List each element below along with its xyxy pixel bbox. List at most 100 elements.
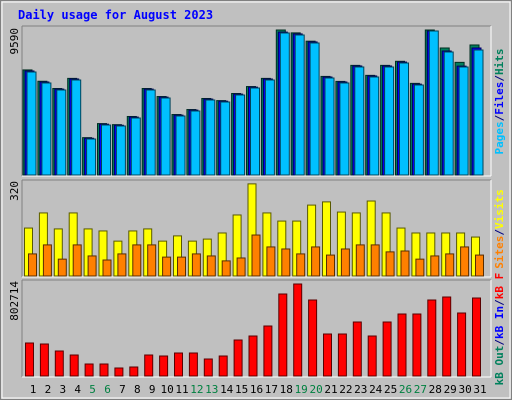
legend-entry: Pages: [493, 121, 506, 154]
bar: [130, 117, 141, 176]
bar: [72, 244, 82, 277]
bar: [413, 84, 424, 176]
bar: [99, 363, 109, 377]
bar: [129, 366, 139, 377]
bar: [352, 321, 362, 377]
legend-entry: Files: [493, 82, 506, 115]
bar: [117, 253, 127, 277]
bar: [114, 367, 124, 377]
y-tick-label: 9590: [8, 28, 21, 55]
x-tick-label: 20: [309, 383, 322, 396]
bar: [69, 354, 79, 377]
bar: [311, 246, 321, 277]
x-tick-label: 29: [444, 383, 457, 396]
bar: [326, 254, 335, 277]
x-tick-label: 23: [354, 383, 367, 396]
bar: [233, 339, 243, 377]
bar: [188, 352, 198, 377]
bar: [206, 255, 216, 277]
bar: [397, 313, 407, 377]
x-tick-label: 31: [473, 383, 486, 396]
x-tick-label: 25: [384, 383, 397, 396]
legend-separator: /: [493, 114, 506, 121]
bar: [399, 62, 409, 176]
bar: [382, 321, 392, 377]
bar: [308, 299, 318, 377]
bar: [472, 297, 481, 377]
bar: [445, 253, 455, 277]
bar: [144, 354, 154, 377]
bar: [236, 257, 246, 277]
bar: [279, 32, 290, 176]
bar: [281, 248, 291, 277]
bar: [385, 251, 395, 277]
bar: [25, 342, 34, 377]
legend: Pages/Files/Hits: [493, 49, 506, 155]
bar: [147, 244, 157, 277]
bar: [296, 253, 306, 277]
bar: [162, 256, 172, 277]
bar: [87, 255, 97, 277]
bar: [174, 352, 183, 377]
bar: [132, 244, 142, 277]
legend-separator: /: [493, 75, 506, 82]
bar: [384, 66, 395, 176]
x-tick-label: 22: [339, 383, 352, 396]
bar: [177, 256, 186, 277]
legend-entry: kB In: [493, 306, 506, 339]
x-tick-label: 11: [175, 383, 188, 396]
bar: [42, 244, 52, 277]
bar: [457, 312, 467, 377]
x-tick-label: 16: [250, 383, 263, 396]
bar: [400, 250, 410, 277]
bar: [475, 254, 484, 277]
x-tick-label: 1: [30, 383, 37, 396]
legend-entry: Visits: [493, 189, 506, 229]
bar: [145, 89, 156, 176]
legend: Sites/Visits: [493, 189, 506, 269]
bar: [102, 259, 112, 277]
legend-entry: kB Out: [493, 346, 506, 386]
bar: [220, 101, 231, 176]
legend-separator: /: [493, 339, 506, 346]
bar: [264, 79, 275, 176]
bar: [221, 260, 231, 277]
x-tick-label: 9: [149, 383, 156, 396]
bar: [54, 350, 64, 377]
x-tick-label: 10: [160, 383, 173, 396]
bar: [428, 30, 439, 176]
x-tick-label: 5: [89, 383, 96, 396]
y-tick-label: 320: [8, 181, 21, 201]
bar: [235, 94, 246, 176]
bar: [367, 335, 377, 377]
bar: [340, 248, 350, 277]
bar: [415, 258, 425, 277]
bar: [205, 99, 216, 176]
x-tick-label: 4: [74, 383, 81, 396]
bar: [460, 246, 470, 277]
bar: [337, 333, 347, 377]
legend-entry: Hits: [493, 49, 506, 76]
bar: [86, 138, 97, 176]
x-tick-label: 14: [220, 383, 234, 396]
x-tick-label: 28: [429, 383, 442, 396]
bar: [369, 76, 380, 176]
x-tick-label: 19: [295, 383, 308, 396]
bar: [218, 355, 228, 377]
chart-title: Daily usage for August 2023: [18, 8, 213, 22]
bar: [412, 313, 422, 377]
bar: [251, 234, 261, 277]
bar: [101, 124, 111, 176]
x-tick-label: 3: [59, 383, 66, 396]
bar: [160, 97, 171, 176]
bar: [57, 258, 67, 277]
bar: [293, 283, 303, 377]
legend: kB Out/kB In/kB F: [493, 273, 506, 386]
x-tick-label: 15: [235, 383, 248, 396]
bar: [248, 335, 258, 377]
bar: [26, 71, 37, 176]
bar: [41, 82, 52, 176]
bar: [430, 255, 440, 277]
